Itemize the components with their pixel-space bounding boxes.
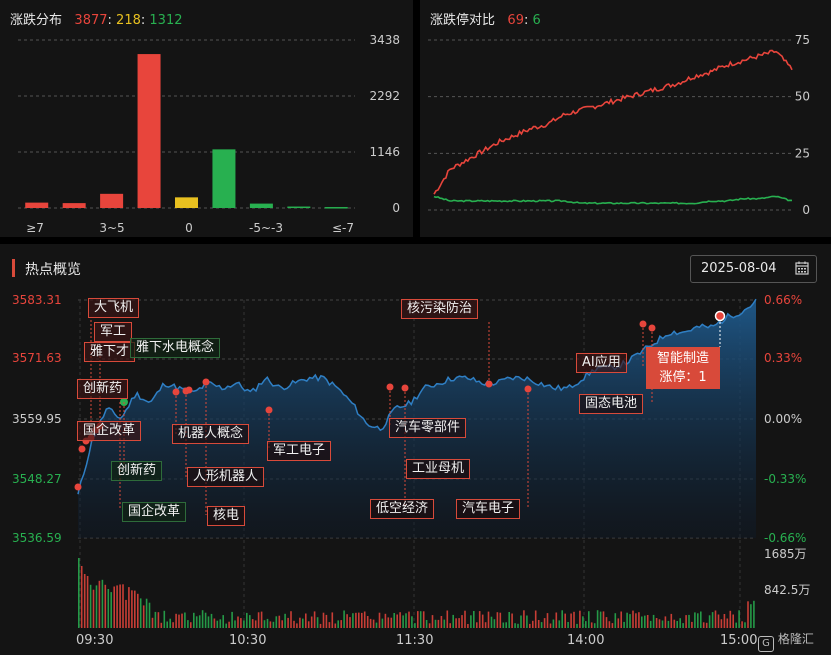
- hover-tooltip: 智能制造 涨停：1: [646, 347, 720, 389]
- topic-tag[interactable]: 核电: [207, 506, 246, 526]
- bar: [137, 54, 161, 208]
- tooltip-detail: 涨停：1: [659, 370, 707, 385]
- time-label: 15:00: [720, 633, 758, 648]
- separator: :: [140, 13, 146, 28]
- bar: [25, 202, 49, 208]
- separator: :: [107, 13, 112, 28]
- bar: [287, 206, 311, 209]
- right-axis-label: 0.00%: [764, 412, 803, 426]
- limit-panel: 涨跌停对比 69: 6 75 50 25 0: [420, 0, 831, 237]
- calendar-icon[interactable]: [795, 261, 809, 275]
- topic-tag[interactable]: 雅下水电概念: [130, 338, 221, 358]
- bar: [62, 203, 86, 208]
- limit-down-count: 6: [532, 13, 541, 28]
- right-axis-label: 0.33%: [764, 351, 803, 365]
- bar: [175, 197, 198, 208]
- right-axis-label: -0.66%: [764, 531, 807, 545]
- right-axis-label: -0.33%: [764, 472, 807, 486]
- topic-tag[interactable]: 大飞机: [88, 298, 140, 318]
- left-axis-label: 3536.59: [12, 531, 62, 545]
- limit-title: 涨跌停对比 69: 6: [430, 9, 541, 28]
- up-count: 3877: [74, 13, 108, 28]
- bar: [212, 149, 236, 208]
- limit-down-line: [433, 195, 793, 205]
- left-axis-label: 3583.31: [12, 293, 62, 307]
- limit-chart: 75 50 25 0: [428, 33, 810, 217]
- topic-tag[interactable]: 汽车零部件: [389, 418, 467, 438]
- bar: [324, 207, 348, 209]
- y-tick-label: 3438: [369, 33, 400, 47]
- left-axis-label: 3548.27: [12, 472, 62, 486]
- topic-tag[interactable]: 创新药: [77, 379, 129, 399]
- topic-tag[interactable]: 创新药: [111, 461, 163, 481]
- x-tick-label: -5~-3: [249, 221, 283, 235]
- topic-tag[interactable]: 固态电池: [579, 394, 644, 414]
- flat-count: 218: [116, 13, 141, 28]
- topic-tag[interactable]: 雅下才: [84, 342, 136, 362]
- topic-tag[interactable]: 低空经济: [370, 499, 435, 519]
- date-picker[interactable]: 2025-08-04: [690, 255, 817, 283]
- separator: :: [523, 13, 529, 28]
- logo-icon: G: [758, 636, 774, 652]
- y-tick-label: 1146: [369, 145, 400, 159]
- y-tick-label: 2292: [369, 89, 400, 103]
- y-tick-label: 0: [802, 203, 810, 217]
- y-tick-label: 0: [392, 201, 400, 215]
- y-tick-label: 75: [795, 33, 810, 47]
- topic-tag[interactable]: 军工: [94, 322, 133, 342]
- time-label: 11:30: [396, 633, 434, 648]
- bar: [100, 193, 124, 208]
- down-count: 1312: [149, 13, 183, 28]
- topic-tag[interactable]: 人形机器人: [187, 467, 265, 487]
- limit-title-text: 涨跌停对比: [430, 13, 496, 28]
- limit-up-line: [433, 49, 793, 195]
- topic-tag[interactable]: 军工电子: [267, 441, 332, 461]
- topic-tag[interactable]: 机器人概念: [172, 424, 250, 444]
- time-label: 14:00: [567, 633, 605, 648]
- distribution-panel: 涨跌分布 3877: 218: 1312 3438 2292 1146 0 ≥7 3~5 0…: [0, 0, 413, 237]
- distribution-chart: 3438 2292 1146 0 ≥7 3~5 0 -5~-3 ≤-7: [18, 33, 400, 235]
- y-tick-label: 25: [795, 146, 810, 160]
- hot-title: 热点概览: [25, 262, 81, 278]
- limit-up-count: 69: [507, 13, 524, 28]
- x-tick-label: ≤-7: [332, 221, 354, 235]
- topic-tag[interactable]: 工业母机: [406, 459, 471, 479]
- topic-tag[interactable]: 汽车电子: [456, 499, 521, 519]
- tooltip-title: 智能制造: [656, 351, 709, 366]
- topic-tag[interactable]: 国企改革: [77, 421, 142, 441]
- title-marker: [12, 259, 15, 277]
- right-axis-label: 0.66%: [764, 293, 803, 307]
- x-tick-label: 3~5: [99, 221, 124, 235]
- distribution-title: 涨跌分布 3877: 218: 1312: [10, 9, 183, 28]
- x-tick-label: 0: [185, 221, 193, 235]
- topic-tag[interactable]: 核污染防治: [401, 299, 479, 319]
- time-label: 10:30: [229, 633, 267, 648]
- y-tick-label: 50: [795, 90, 810, 104]
- x-tick-label: ≥7: [26, 221, 44, 235]
- time-label: 09:30: [76, 633, 114, 648]
- left-axis-label: 3571.63: [12, 351, 62, 365]
- topic-tag[interactable]: 国企改革: [122, 502, 187, 522]
- bar: [249, 203, 273, 208]
- volume-axis-label: 842.5万: [764, 583, 811, 597]
- date-value: 2025-08-04: [701, 261, 777, 276]
- brand-logo: G 格隆汇: [758, 630, 814, 652]
- volume-axis-label: 1685万: [764, 547, 807, 561]
- distribution-title-text: 涨跌分布: [10, 13, 63, 28]
- logo-text: 格隆汇: [777, 632, 814, 646]
- topic-tag[interactable]: AI应用: [576, 353, 627, 373]
- left-axis-label: 3559.95: [12, 412, 62, 426]
